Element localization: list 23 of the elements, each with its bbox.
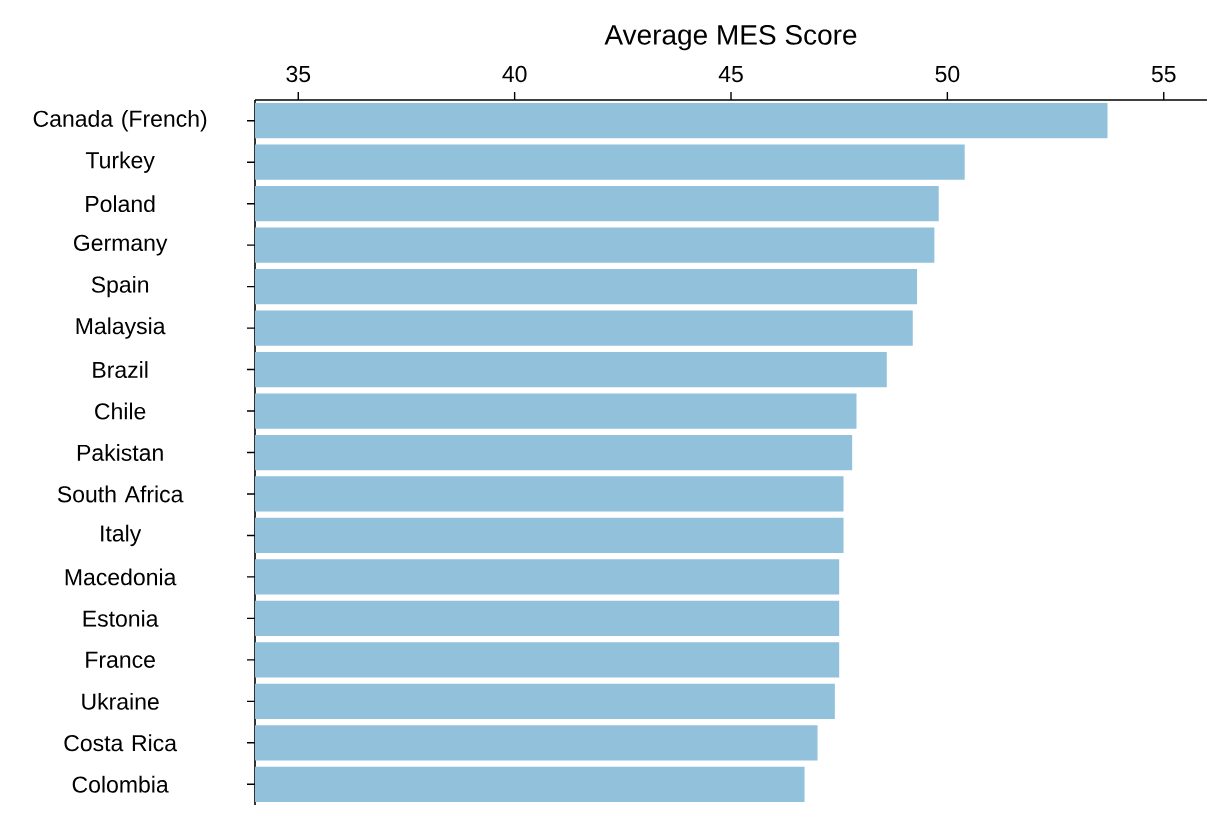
y-tick-label: Chile — [95, 402, 146, 420]
y-tick-label: Estonia — [83, 609, 159, 627]
y-tick-label: South Africa — [57, 485, 184, 503]
y-tick-label: Macedonia — [65, 568, 177, 586]
y-tick-label: Pakistan — [77, 444, 163, 461]
y-tick-label: Germany — [74, 234, 168, 256]
x-axis-title: Average MES Score — [604, 24, 857, 51]
y-tick-label: Malaysia — [76, 317, 166, 339]
y-tick-label: Poland — [86, 195, 155, 213]
y-tick-label: Colombia — [72, 775, 169, 793]
y-tick-label: Brazil — [93, 361, 148, 378]
y-tick-label: France — [86, 651, 155, 668]
x-tick-label: 45 — [718, 66, 743, 83]
y-tick-label: Turkey — [85, 151, 155, 173]
x-tick-label: 50 — [935, 65, 960, 83]
y-tick-label: Canada (French) — [33, 110, 207, 132]
x-tick-label: 35 — [286, 65, 311, 83]
y-tick-label: Spain — [91, 275, 149, 298]
x-tick-label: 40 — [502, 65, 527, 83]
x-tick-label: 55 — [1151, 66, 1176, 83]
y-tick-label: Italy — [101, 524, 142, 547]
y-tick-label: Ukraine — [82, 692, 159, 710]
y-tick-label: Costa Rica — [64, 734, 177, 752]
